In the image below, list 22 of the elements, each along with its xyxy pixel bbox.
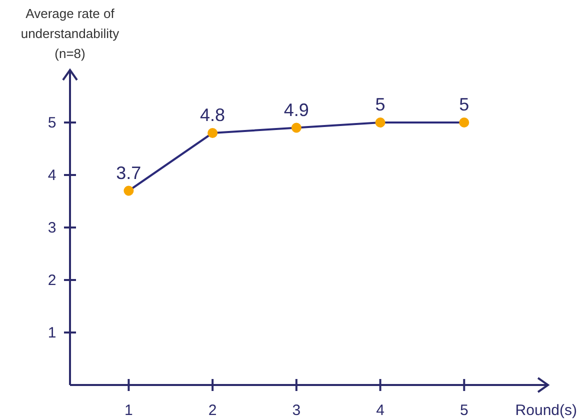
- x-tick-label: 3: [292, 402, 301, 419]
- point: [375, 118, 386, 128]
- x-tick-label: 4: [376, 402, 384, 419]
- x-tick-label: 5: [460, 402, 468, 419]
- data-label: 4.8: [200, 105, 226, 125]
- point: [291, 122, 302, 133]
- x-tick-label: 1: [124, 402, 133, 419]
- data-label: 5: [459, 94, 470, 114]
- point: [459, 118, 470, 128]
- data-label: 3.7: [116, 162, 142, 183]
- x-tick-label: 2: [208, 402, 217, 419]
- y-tick-label: 5: [48, 114, 56, 132]
- data-label: 5: [375, 94, 386, 114]
- point: [124, 186, 134, 196]
- x-axis-title: Round(s): [515, 402, 577, 419]
- point: [208, 128, 218, 138]
- y-tick-label: 3: [48, 220, 56, 236]
- y-axis-title: Average rate of understandability (n=8): [20, 6, 120, 61]
- data-label: 4.9: [284, 100, 309, 120]
- y-tick-label: 2: [48, 272, 56, 289]
- y-tick-label: 4: [48, 167, 56, 184]
- y-tick-label: 1: [48, 324, 56, 342]
